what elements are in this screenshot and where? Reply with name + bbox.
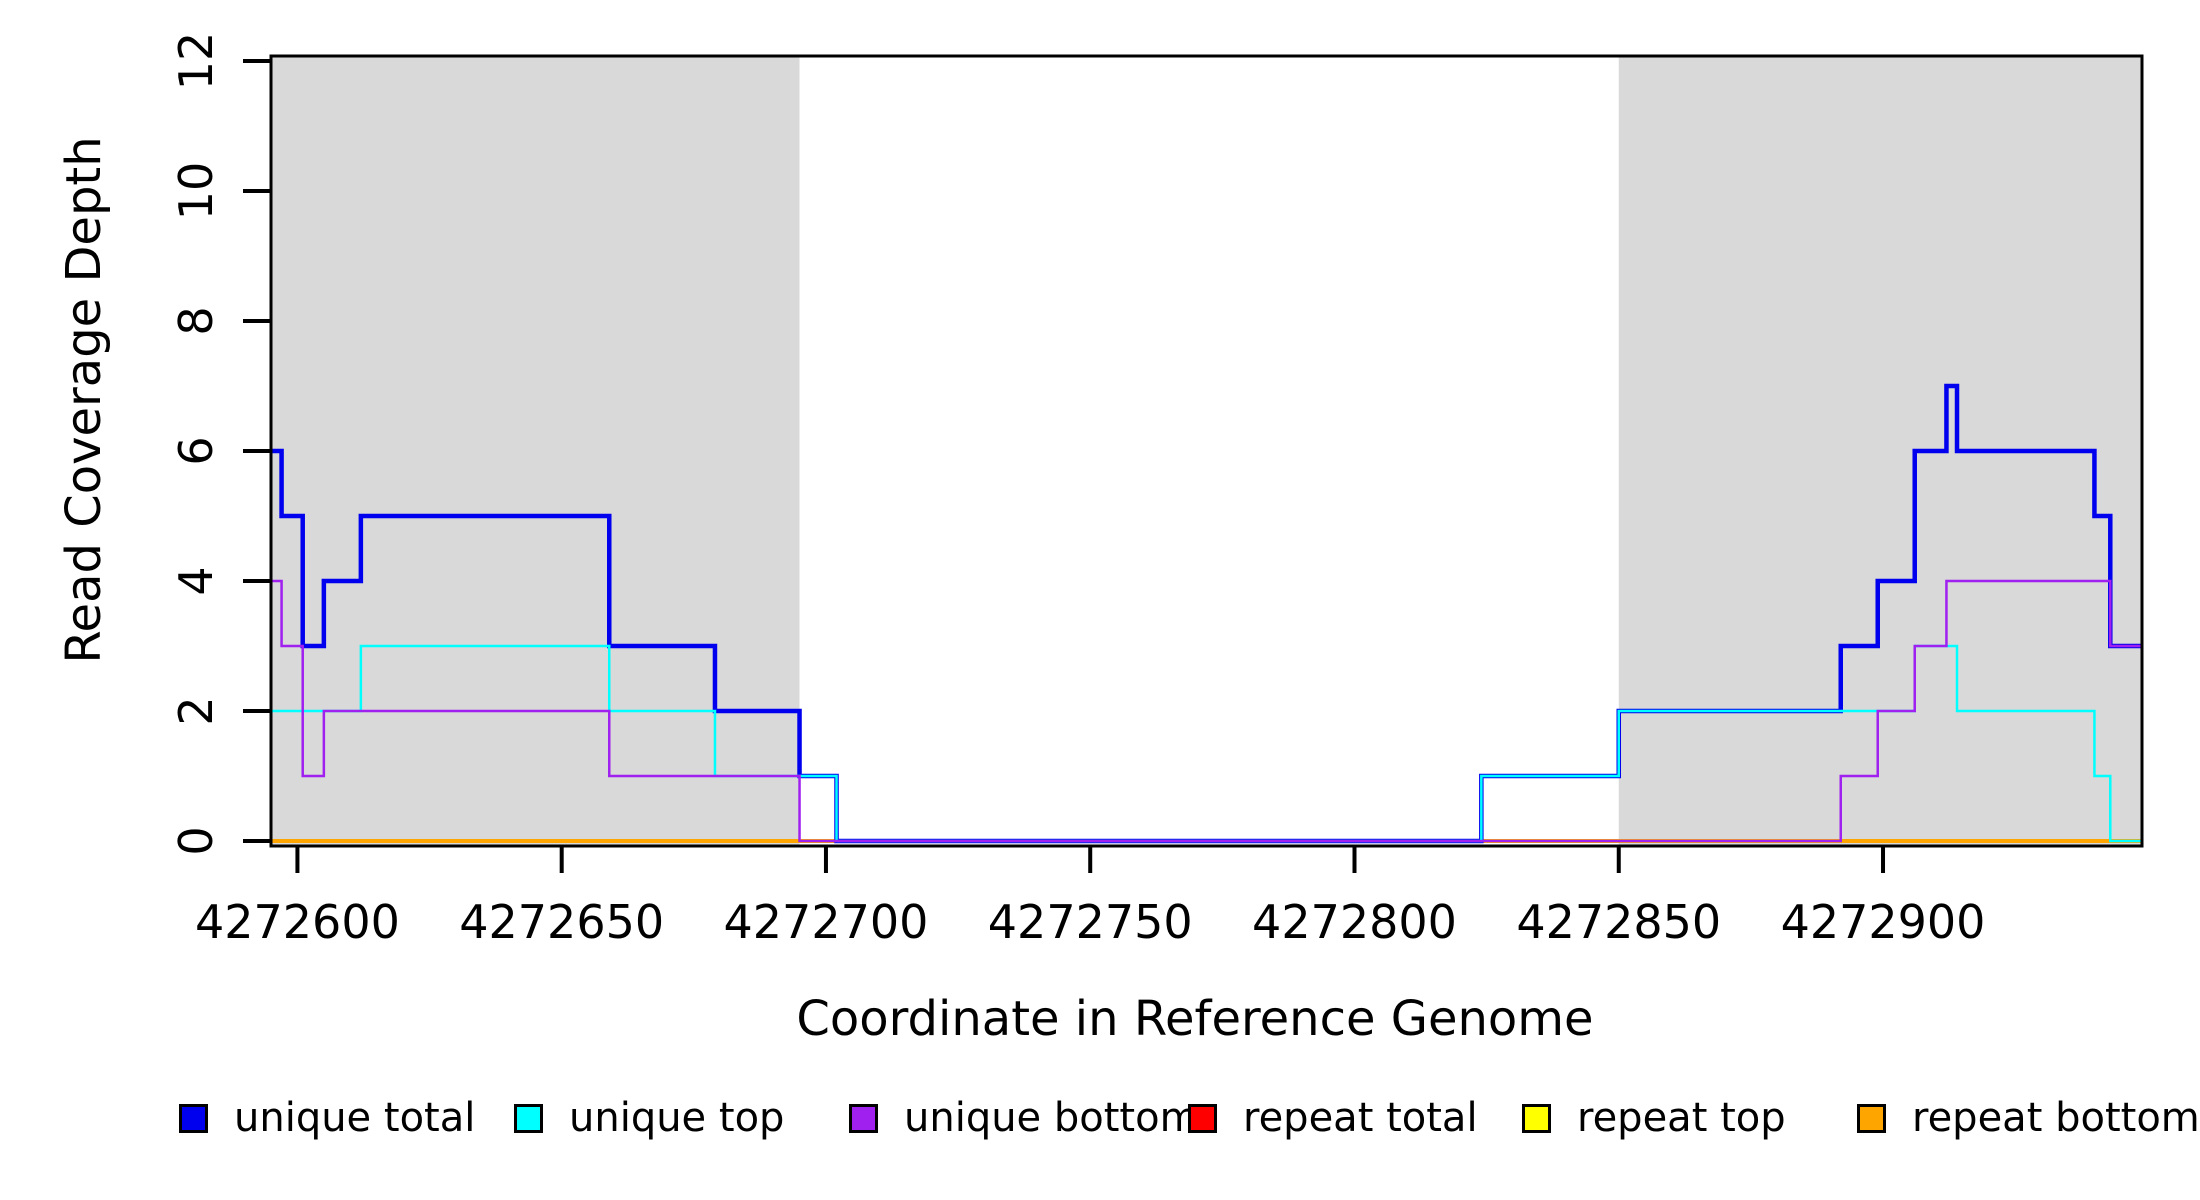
legend-item-unique-bottom: unique bottom — [849, 1095, 1199, 1141]
y-tick-label: 2 — [169, 696, 223, 725]
legend-label: unique total — [234, 1095, 476, 1141]
shaded-region — [271, 56, 800, 846]
x-tick-label: 4272800 — [1252, 895, 1457, 949]
x-tick-label: 4272650 — [459, 895, 664, 949]
legend-item-repeat-bottom: repeat bottom — [1857, 1095, 2200, 1141]
legend-label: repeat top — [1577, 1095, 1786, 1141]
legend-swatch-repeat-top — [1522, 1103, 1551, 1133]
y-tick-label: 12 — [169, 32, 223, 91]
legend-swatch-unique-top — [514, 1103, 543, 1133]
x-tick-label: 4272600 — [195, 895, 400, 949]
legend-item-repeat-top: repeat top — [1522, 1095, 1786, 1141]
legend-label: unique top — [569, 1095, 785, 1141]
y-tick-label: 8 — [169, 306, 223, 335]
y-axis: 0 2 4 6 8 10 12 — [169, 32, 271, 856]
legend-swatch-unique-bottom — [849, 1103, 878, 1133]
legend: unique total unique top unique bottom repea… — [0, 1095, 2200, 1146]
legend-label: repeat total — [1243, 1095, 1478, 1141]
x-tick-label: 4272850 — [1516, 895, 1721, 949]
y-tick-label: 4 — [169, 566, 223, 595]
y-tick-label: 6 — [169, 436, 223, 465]
legend-swatch-repeat-bottom — [1857, 1103, 1886, 1133]
x-tick-label: 4272900 — [1781, 895, 1986, 949]
legend-swatch-unique-total — [179, 1103, 208, 1133]
legend-swatch-repeat-total — [1188, 1103, 1217, 1133]
y-axis-title: Read Coverage Depth — [56, 136, 112, 663]
legend-label: repeat bottom — [1912, 1095, 2200, 1141]
x-tick-label: 4272750 — [988, 895, 1193, 949]
legend-item-unique-total: unique total — [179, 1095, 476, 1141]
series-lines — [271, 383, 2142, 844]
y-tick-label: 10 — [169, 162, 223, 221]
shaded-regions — [271, 56, 2142, 846]
series-line-unique-top — [271, 644, 2142, 843]
x-axis: 4272600 4272650 4272700 4272750 4272800 42728… — [195, 846, 1985, 949]
y-tick-label: 0 — [169, 826, 223, 855]
x-tick-label: 4272700 — [724, 895, 929, 949]
series-line-unique-bottom — [271, 579, 2142, 843]
legend-label: unique bottom — [904, 1095, 1199, 1141]
x-axis-title: Coordinate in Reference Genome — [796, 991, 1593, 1047]
legend-item-repeat-total: repeat total — [1188, 1095, 1478, 1141]
legend-item-unique-top: unique top — [514, 1095, 785, 1141]
